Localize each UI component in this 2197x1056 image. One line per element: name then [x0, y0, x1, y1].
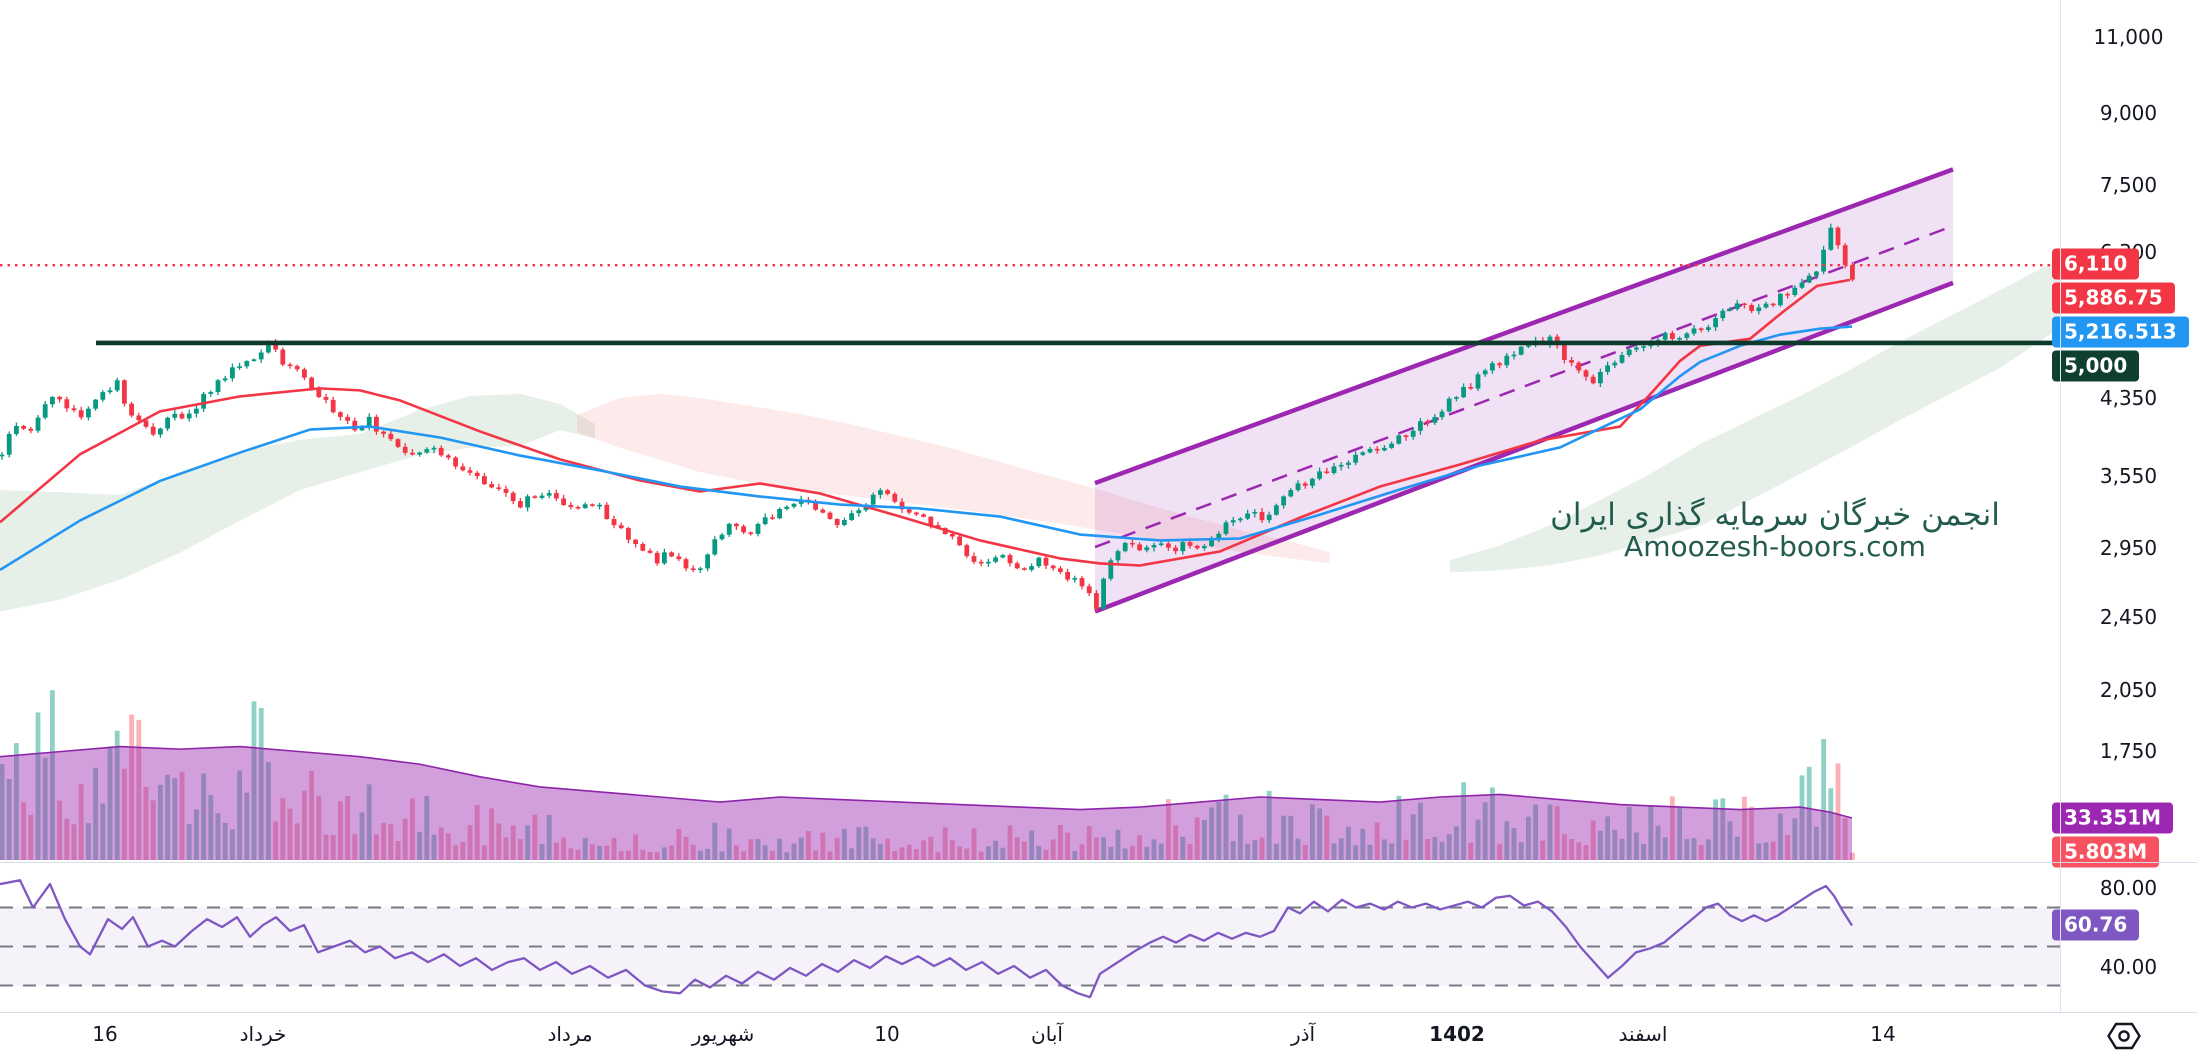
value-badge: 6,110: [2052, 248, 2140, 280]
time-axis-label: 1402: [1429, 1022, 1485, 1046]
price-axis-label: 2,050: [2099, 678, 2158, 702]
watermark-line2: Amoozesh-boors.com: [1624, 530, 1926, 564]
value-badge: 33.351M: [2052, 802, 2174, 834]
time-axis-label: شهریور: [691, 1022, 755, 1046]
price-axis-border: [2060, 0, 2061, 1012]
value-badge: 5,886.75: [2052, 282, 2175, 314]
value-badge: 5,000: [2052, 350, 2140, 382]
time-axis-label: 10: [874, 1022, 900, 1046]
time-axis-label: خرداد: [239, 1022, 287, 1046]
ichimoku-cloud: [0, 393, 595, 612]
ma-slow-line: [0, 325, 1853, 572]
ichimoku-cloud: [577, 393, 1330, 564]
rsi-band: [0, 907, 2060, 986]
volume-ma-line: [0, 745, 1853, 819]
ma-fast-line: [0, 278, 1851, 567]
price-axis-label: 40.00: [2099, 955, 2158, 979]
time-axis-border: [0, 1012, 2197, 1013]
watermark: انجمن خبرگان سرمایه گذاری ایران Amoozesh…: [1545, 498, 2005, 563]
time-axis-label: اسفند: [1618, 1022, 1668, 1046]
watermark-line1: انجمن خبرگان سرمایه گذاری ایران: [1550, 497, 2000, 533]
price-axis-label: 80.00: [2099, 876, 2158, 900]
candle-bodies-layer: [0, 227, 1855, 609]
rsi-line: [0, 879, 1853, 999]
pane-settings-icon[interactable]: [2106, 1021, 2142, 1051]
price-axis-label: 11,000: [2093, 25, 2164, 49]
price-axis-label: 3,550: [2099, 464, 2158, 488]
time-axis-label: 14: [1870, 1022, 1896, 1046]
price-axis-label: 2,950: [2099, 536, 2158, 560]
price-axis-label: 7,500: [2099, 173, 2158, 197]
price-axis-label: 9,000: [2099, 101, 2158, 125]
time-axis-label: مرداد: [547, 1022, 593, 1046]
price-chart-canvas[interactable]: [0, 0, 2060, 1012]
time-axis-label: آبان: [1031, 1022, 1063, 1046]
volume-bars-layer: [0, 690, 1855, 860]
time-axis-label: آذر: [1290, 1022, 1316, 1046]
price-axis-label: 2,450: [2099, 605, 2158, 629]
price-axis-label: 1,750: [2099, 739, 2158, 763]
time-axis-label: 16: [92, 1022, 118, 1046]
value-badge: 5,216.513: [2052, 316, 2189, 348]
price-axis-label: 4,350: [2099, 386, 2158, 410]
pane-separator[interactable]: [0, 862, 2197, 863]
value-badge: 60.76: [2052, 909, 2140, 941]
channel-fill: [1095, 169, 1953, 612]
